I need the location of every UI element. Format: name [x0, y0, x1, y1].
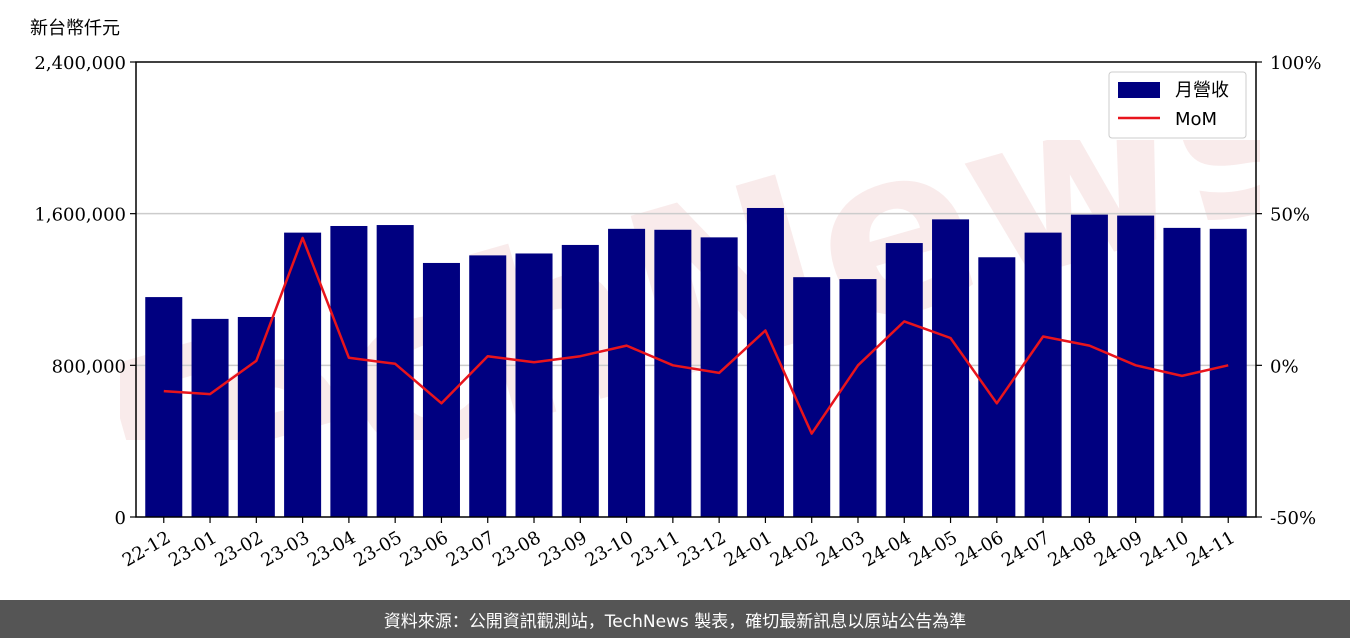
x-tick-label-24-11: 24-11: [1183, 527, 1238, 571]
x-tick-label-24-09: 24-09: [1091, 527, 1146, 571]
bar-23-11: [654, 229, 692, 517]
footer-text: 資料來源：公開資訊觀測站，TechNews 製表，確切最新訊息以原站公告為準: [383, 611, 967, 632]
bar-24-07: [1024, 232, 1062, 517]
bar-24-11: [1209, 228, 1247, 518]
right-tick-label: 100%: [1270, 53, 1321, 74]
x-tick-label-24-02: 24-02: [767, 527, 822, 571]
x-tick-label-22-12: 22-12: [119, 527, 174, 571]
legend-label-mom: MoM: [1175, 109, 1217, 130]
bar-24-01: [746, 207, 784, 517]
left-tick-label: 800,000: [52, 356, 126, 377]
right-tick-label: 50%: [1270, 205, 1310, 226]
bar-24-03: [839, 279, 877, 517]
right-tick-label: 0%: [1270, 356, 1299, 377]
legend-bar-swatch: [1118, 82, 1160, 98]
bar-23-10: [608, 228, 646, 518]
x-tick-label-24-01: 24-01: [720, 527, 775, 571]
bar-24-08: [1070, 214, 1108, 518]
mom-line: [163, 236, 1229, 435]
bar-24-04: [885, 243, 923, 518]
plot-frame: [135, 61, 1257, 518]
x-tick-label-23-10: 23-10: [582, 527, 637, 571]
x-tick-label-23-01: 23-01: [165, 527, 220, 571]
bar-23-12: [700, 237, 738, 518]
bar-22-12: [145, 297, 183, 517]
x-tick-label-24-07: 24-07: [998, 527, 1053, 571]
x-tick-label-23-06: 23-06: [397, 527, 452, 571]
x-tick-label-24-06: 24-06: [952, 527, 1007, 571]
x-tick-label-24-03: 24-03: [813, 527, 868, 571]
x-tick-label-24-08: 24-08: [1044, 527, 1099, 571]
x-tick-label-23-03: 23-03: [258, 527, 313, 571]
x-tick-label-23-09: 23-09: [535, 527, 590, 571]
bar-23-04: [330, 225, 368, 518]
x-tick-label-23-05: 23-05: [350, 527, 405, 571]
bar-23-05: [376, 225, 414, 517]
left-tick-label: 0: [115, 508, 126, 529]
right-tick-label: -50%: [1270, 508, 1316, 529]
chart: TechNews 0800,0001,600,0002,400,000-50%0…: [30, 0, 1343, 596]
bar-23-09: [561, 244, 599, 517]
bar-24-05: [932, 219, 970, 517]
x-tick-label-23-02: 23-02: [211, 527, 266, 571]
unit-label: 新台幣仟元: [30, 18, 120, 39]
chart-svg: 0 800,000 1,600,000 2,400,000 -50% 0% 50% 100% 2…: [30, 18, 1321, 571]
bar-23-01: [191, 318, 229, 517]
bar-23-02: [237, 316, 275, 517]
x-tick-label-23-12: 23-12: [674, 527, 729, 571]
x-tick-label-23-11: 23-11: [628, 527, 683, 571]
legend-label-revenue: 月營收: [1175, 80, 1229, 101]
bar-24-02: [793, 277, 831, 517]
bar-23-08: [515, 253, 553, 517]
x-tick-label-24-04: 24-04: [859, 527, 914, 571]
x-tick-label-23-04: 23-04: [304, 527, 359, 571]
bar-23-07: [469, 255, 507, 517]
left-tick-label: 1,600,000: [34, 205, 126, 226]
x-tick-label-23-08: 23-08: [489, 527, 544, 571]
left-tick-label: 2,400,000: [34, 53, 126, 74]
x-tick-label-24-05: 24-05: [906, 527, 961, 571]
x-tick-label-24-10: 24-10: [1137, 527, 1192, 571]
bar-23-03: [284, 232, 322, 517]
source-footer: 資料來源：公開資訊觀測站，TechNews 製表，確切最新訊息以原站公告為準: [0, 600, 1350, 638]
x-tick-label-23-07: 23-07: [443, 527, 498, 571]
